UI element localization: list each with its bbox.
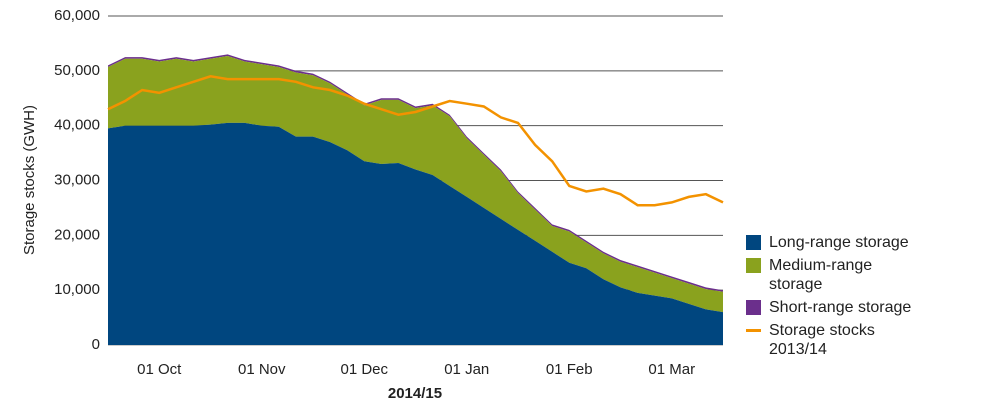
legend-label: Long-range storage bbox=[769, 234, 909, 251]
legend-label: Medium-range storage bbox=[769, 257, 873, 293]
y-tick-label: 30,000 bbox=[54, 171, 100, 188]
legend-swatch bbox=[746, 300, 761, 315]
area bbox=[108, 122, 723, 346]
area bbox=[108, 56, 723, 313]
legend-label: Short-range storage bbox=[769, 299, 912, 316]
y-tick-label: 10,000 bbox=[54, 281, 100, 298]
x-tick-label: 01 Feb bbox=[546, 361, 593, 378]
x-tick-label: 01 Nov bbox=[238, 361, 286, 378]
legend-swatch bbox=[746, 235, 761, 250]
legend-item: Storage stocks 2013/14 bbox=[746, 321, 976, 359]
x-axis-title: 2014/15 bbox=[388, 385, 442, 402]
x-tick-label: 01 Oct bbox=[137, 361, 182, 378]
legend-swatch bbox=[746, 329, 761, 332]
y-tick-label: 50,000 bbox=[54, 62, 100, 79]
y-tick-label: 0 bbox=[92, 336, 100, 353]
y-tick-label: 20,000 bbox=[54, 226, 100, 243]
line bbox=[107, 75, 724, 207]
y-tick-label: 40,000 bbox=[54, 117, 100, 134]
legend-label: Storage stocks 2013/14 bbox=[769, 322, 875, 358]
legend-item: Medium-range storage bbox=[746, 256, 976, 294]
legend-swatch bbox=[746, 258, 761, 273]
y-tick-label: 60,000 bbox=[54, 7, 100, 24]
legend-item: Long-range storage bbox=[746, 233, 976, 252]
legend-item: Short-range storage bbox=[746, 298, 976, 317]
x-tick-label: 01 Mar bbox=[648, 361, 695, 378]
x-tick-label: 01 Dec bbox=[340, 361, 388, 378]
legend: Long-range storage Medium-range storage Sh… bbox=[746, 233, 976, 363]
y-axis-title: Storage stocks (GWH) bbox=[21, 105, 38, 255]
x-tick-label: 01 Jan bbox=[444, 361, 489, 378]
